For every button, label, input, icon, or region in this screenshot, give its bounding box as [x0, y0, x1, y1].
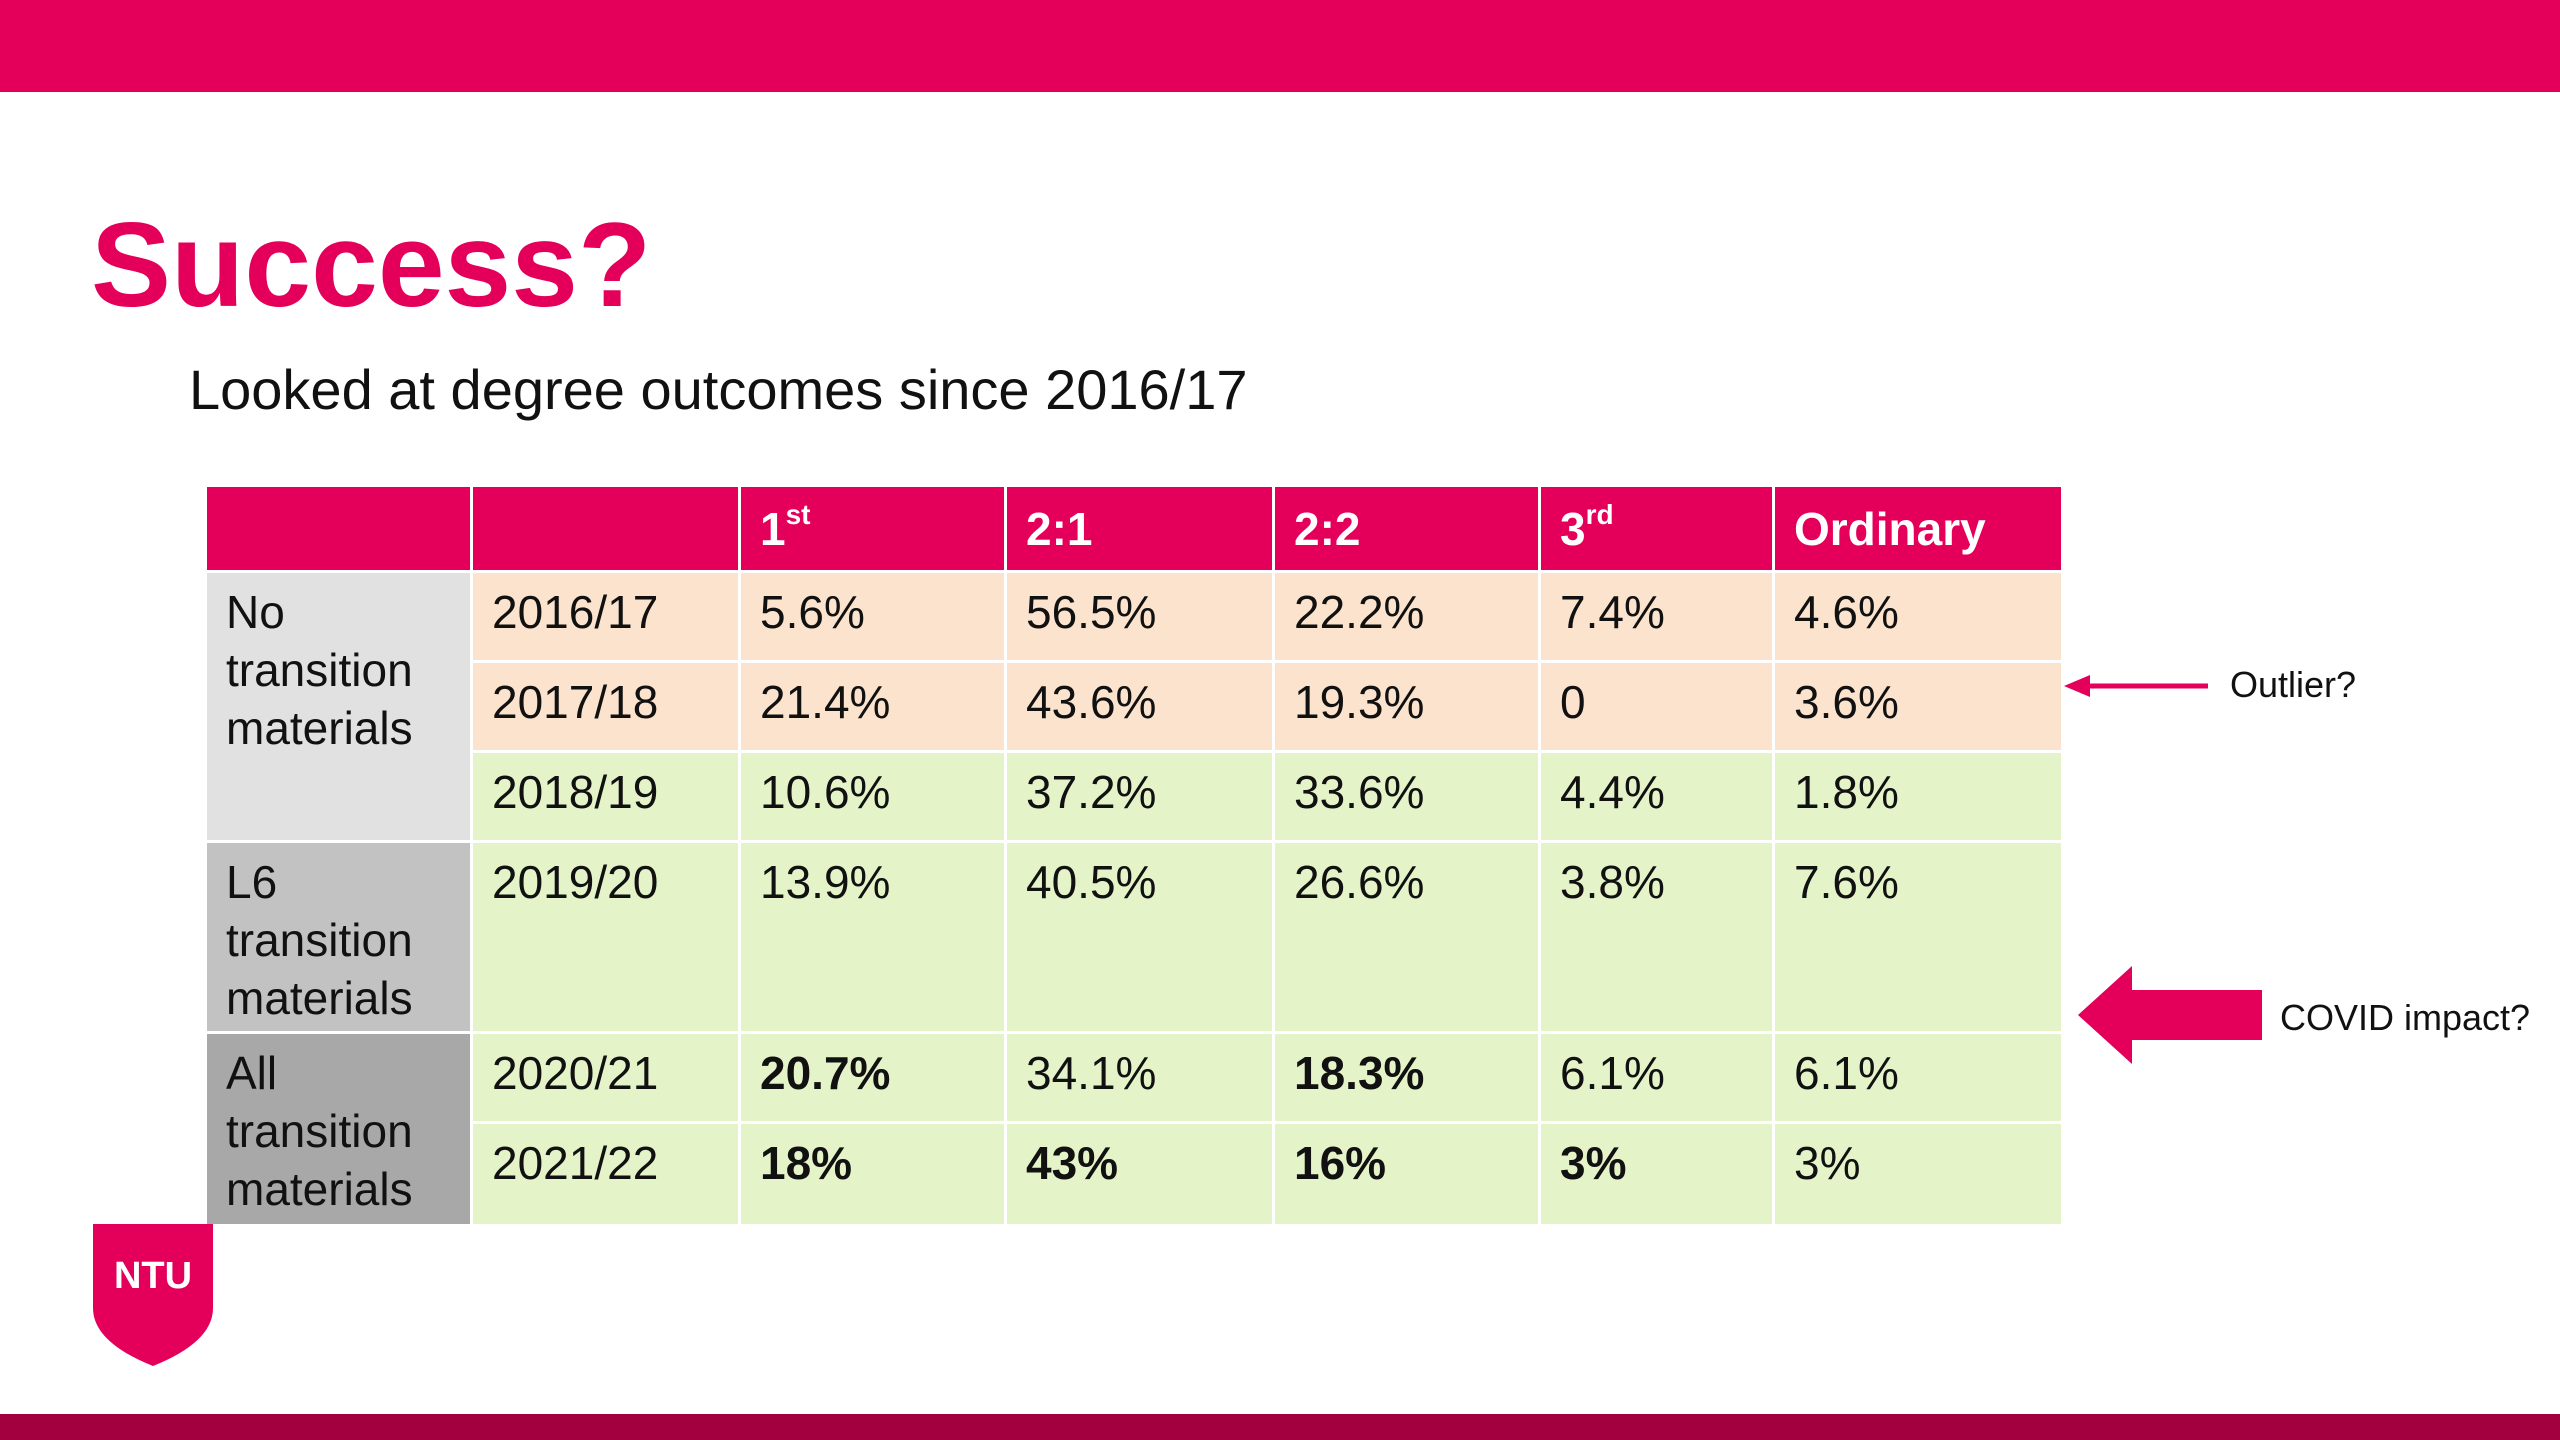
- value-cell: 43%: [1004, 1121, 1275, 1227]
- value-cell: 56.5%: [1004, 570, 1275, 663]
- table-row: No transition materials 2016/17 5.6% 56.5% 2…: [204, 570, 2064, 843]
- value-cell: 4.6%: [1772, 570, 2064, 663]
- header-text: 1: [760, 502, 786, 555]
- header-cell: 2:2: [1272, 484, 1541, 573]
- logo: NTU: [93, 1224, 213, 1366]
- covid-arrow: [2078, 966, 2262, 1064]
- value-cell: 7.6%: [1772, 840, 2064, 1034]
- value-cell: 18.3%: [1272, 1031, 1541, 1124]
- value-cell: 10.6%: [738, 750, 1007, 843]
- value-cell: 16%: [1272, 1121, 1541, 1227]
- bottom-bar: [0, 1414, 2560, 1440]
- value-cell: 43.6%: [1004, 660, 1275, 753]
- group-label: All transition materials: [204, 1031, 473, 1227]
- value-cell: 26.6%: [1272, 840, 1541, 1034]
- header-text: 2:2: [1294, 502, 1361, 555]
- header-text: Ordinary: [1794, 502, 1986, 555]
- title: Success?: [91, 198, 652, 332]
- value-cell: 20.7%: [738, 1031, 1007, 1124]
- header-text: 3: [1560, 502, 1586, 555]
- value-cell: 7.4%: [1538, 570, 1775, 663]
- value-cell: 18%: [738, 1121, 1007, 1227]
- value-cell: 6.1%: [1538, 1031, 1775, 1124]
- value-cell: 3.6%: [1772, 660, 2064, 753]
- outcomes-table: 1st 2:1 2:2 3rd Ordinary No transition mater…: [204, 484, 2064, 1227]
- value-cell: 6.1%: [1772, 1031, 2064, 1124]
- table-row: 2018/19 10.6% 37.2% 33.6% 4.4% 1.8%: [206, 750, 2064, 843]
- header-sup: rd: [1585, 498, 1614, 530]
- value-cell: 4.4%: [1538, 750, 1775, 843]
- header-cell: Ordinary: [1772, 484, 2064, 573]
- value-cell: 3%: [1538, 1121, 1775, 1227]
- year-cell: 2019/20: [470, 840, 741, 1034]
- table-row: 2021/22 18% 43% 16% 3% 3%: [206, 1121, 2064, 1227]
- group-label: L6 transition materials: [204, 840, 473, 1034]
- subtitle: Looked at degree outcomes since 2016/17: [189, 358, 1248, 421]
- value-cell: 37.2%: [1004, 750, 1275, 843]
- table-row: 2017/18 21.4% 43.6% 19.3% 0 3.6%: [206, 660, 2064, 753]
- table-row: All transition materials 2020/21 20.7% 34.1…: [204, 1031, 2064, 1227]
- group-label: No transition materials: [204, 570, 473, 843]
- value-cell: 19.3%: [1272, 660, 1541, 753]
- header-text: 2:1: [1026, 502, 1093, 555]
- logo-text: NTU: [114, 1255, 192, 1297]
- year-cell: 2021/22: [470, 1121, 741, 1227]
- annotation: COVID impact?: [2280, 997, 2531, 1038]
- year-cell: 2017/18: [470, 660, 741, 753]
- year-cell: 2018/19: [470, 750, 741, 843]
- value-cell: 21.4%: [738, 660, 1007, 753]
- year-cell: 2016/17: [470, 570, 741, 663]
- value-cell: 3.8%: [1538, 840, 1775, 1034]
- annotation: Outlier?: [2230, 664, 2357, 705]
- value-cell: 1.8%: [1772, 750, 2064, 843]
- header-cell: 2:1: [1004, 484, 1275, 573]
- header-cell: [470, 484, 741, 573]
- value-cell: 0: [1538, 660, 1775, 753]
- top-bar: [0, 0, 2560, 92]
- value-cell: 33.6%: [1272, 750, 1541, 843]
- value-cell: 13.9%: [738, 840, 1007, 1034]
- year-cell: 2020/21: [470, 1031, 741, 1124]
- header-cell: 1st: [738, 484, 1007, 573]
- table-row: L6 transition materials 2019/20 13.9% 40.5%…: [204, 840, 2064, 1034]
- value-cell: 3%: [1772, 1121, 2064, 1227]
- outlier-arrow: [2064, 675, 2208, 697]
- header-sup: st: [785, 498, 811, 530]
- value-cell: 40.5%: [1004, 840, 1275, 1034]
- value-cell: 22.2%: [1272, 570, 1541, 663]
- header-cell: [204, 484, 473, 573]
- header-cell: 3rd: [1538, 484, 1775, 573]
- header-row: 1st 2:1 2:2 3rd Ordinary: [204, 484, 2064, 573]
- value-cell: 34.1%: [1004, 1031, 1275, 1124]
- value-cell: 5.6%: [738, 570, 1007, 663]
